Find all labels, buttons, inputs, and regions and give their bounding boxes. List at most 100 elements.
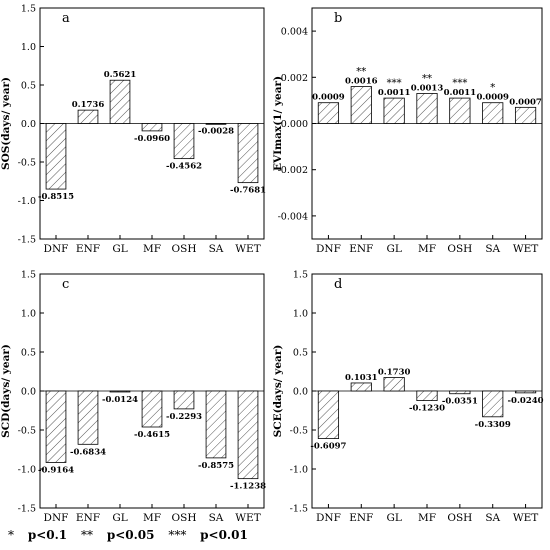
- x-tick-label: ENF: [349, 512, 373, 524]
- x-tick-label: GL: [112, 243, 127, 255]
- y-tick-label: -0.5: [290, 426, 308, 437]
- x-tick-label: ENF: [76, 243, 100, 255]
- y-axis-title: SCE(days/ year): [272, 345, 284, 438]
- bar: [205, 390, 227, 459]
- y-tick-label: 1.5: [293, 270, 308, 281]
- bar: [482, 390, 504, 418]
- x-tick-label: WET: [235, 243, 260, 255]
- x-tick-label: ENF: [76, 512, 100, 524]
- data-label: 0.0007: [509, 97, 542, 107]
- y-tick-label: -0.004: [278, 211, 308, 222]
- x-tick-label: GL: [112, 512, 127, 524]
- y-tick-label: 0.004: [281, 27, 308, 38]
- data-label: -1.1238: [230, 482, 266, 492]
- data-label: -0.6834: [70, 447, 106, 457]
- bar: [449, 97, 471, 124]
- y-axis-title: SOS(days/ year): [0, 77, 12, 170]
- x-tick-label: ENF: [349, 243, 373, 255]
- data-label: -0.0960: [134, 134, 170, 144]
- data-label: -0.7681: [230, 186, 266, 196]
- x-tick-label: GL: [386, 512, 401, 524]
- x-tick-label: OSH: [172, 243, 197, 255]
- significance-marker: ***: [452, 78, 467, 89]
- legend-item: ** p<0.05: [80, 528, 155, 542]
- significance-marker: ***: [387, 78, 402, 89]
- y-tick-label: -0.5: [18, 426, 36, 437]
- bar: [45, 390, 67, 463]
- data-label: -0.4615: [134, 430, 170, 440]
- legend-item: *** p<0.01: [168, 528, 248, 542]
- data-label: -0.0240: [508, 396, 544, 406]
- y-tick-label: -1.0: [18, 196, 36, 207]
- y-tick-label: -1.5: [18, 504, 36, 515]
- y-tick-label: -1.0: [290, 465, 308, 476]
- data-label: -0.9164: [38, 465, 74, 475]
- y-tick-label: 0.0: [21, 387, 36, 398]
- data-label: -0.1230: [409, 404, 445, 414]
- y-tick-label: 1.5: [21, 4, 36, 15]
- panel-label: d: [334, 277, 342, 292]
- y-tick-label: 0.5: [293, 348, 308, 359]
- data-label: -0.8515: [38, 192, 74, 202]
- legend-item: * p<0.1: [8, 528, 68, 542]
- bar: [416, 390, 438, 401]
- x-tick-label: OSH: [447, 243, 472, 255]
- data-label: 0.1736: [72, 100, 105, 110]
- bar: [237, 123, 259, 184]
- significance-legend: * p<0.1 ** p<0.05 *** p<0.01: [8, 528, 258, 542]
- significance-marker: *: [490, 83, 495, 94]
- bar: [205, 123, 227, 125]
- bar: [317, 390, 340, 439]
- x-tick-label: MF: [143, 243, 161, 255]
- y-tick-label: 1.0: [21, 42, 36, 53]
- y-tick-label: -1.5: [290, 504, 308, 515]
- x-tick-label: OSH: [172, 512, 197, 524]
- data-label: 0.0013: [411, 83, 444, 93]
- y-tick-label: -1.0: [18, 465, 36, 476]
- y-tick-label: 0.000: [281, 119, 308, 130]
- data-label: 0.0009: [312, 93, 345, 103]
- bar: [482, 102, 504, 124]
- bar: [173, 123, 195, 160]
- x-tick-label: SA: [209, 512, 224, 524]
- data-label: 0.0016: [345, 77, 378, 87]
- panel-label: b: [334, 11, 342, 26]
- x-tick-label: GL: [386, 243, 401, 255]
- data-label: -0.8575: [198, 461, 234, 471]
- bar: [173, 390, 195, 410]
- data-label: 0.0009: [476, 93, 509, 103]
- bar: [383, 97, 405, 124]
- chart-panel-c: -1.5 -1.0 -0.5 0.0 0.5 1.0 1.5 DNF ENF GL MF OSH SA W…: [0, 270, 266, 525]
- bar: [449, 390, 471, 395]
- x-tick-label: OSH: [447, 512, 472, 524]
- y-tick-label: 0.0: [21, 119, 36, 130]
- data-label: -0.6097: [310, 442, 346, 452]
- bar: [416, 93, 438, 124]
- bar: [514, 390, 537, 394]
- bar: [109, 79, 131, 124]
- y-tick-label: 1.0: [21, 309, 36, 320]
- data-label: -0.0351: [442, 397, 478, 407]
- bar: [141, 123, 163, 132]
- y-tick-label: 0.5: [21, 348, 36, 359]
- data-label: 0.0011: [378, 88, 411, 98]
- x-tick-label: WET: [513, 243, 538, 255]
- panel-label: c: [62, 277, 69, 292]
- x-tick-label: SA: [209, 243, 224, 255]
- x-tick-label: DNF: [316, 512, 341, 524]
- data-label: -0.0124: [102, 395, 138, 405]
- data-label: -0.4562: [166, 162, 202, 172]
- y-tick-label: 0.002: [281, 73, 308, 84]
- data-label: 0.1031: [345, 373, 378, 383]
- y-tick-label: -0.5: [18, 158, 36, 169]
- bar: [45, 123, 67, 190]
- bar: [350, 382, 372, 392]
- y-tick-label: 0.5: [21, 81, 36, 92]
- bar: [237, 390, 259, 480]
- y-tick-label: -1.5: [18, 235, 36, 246]
- x-tick-label: DNF: [44, 512, 69, 524]
- bar: [109, 390, 131, 393]
- chart-panel-a: -1.5 -1.0 -0.5 0.0 0.5 1.0 1.5 DNF ENF GL MF OSH SA W…: [0, 4, 266, 256]
- bar: [77, 109, 99, 124]
